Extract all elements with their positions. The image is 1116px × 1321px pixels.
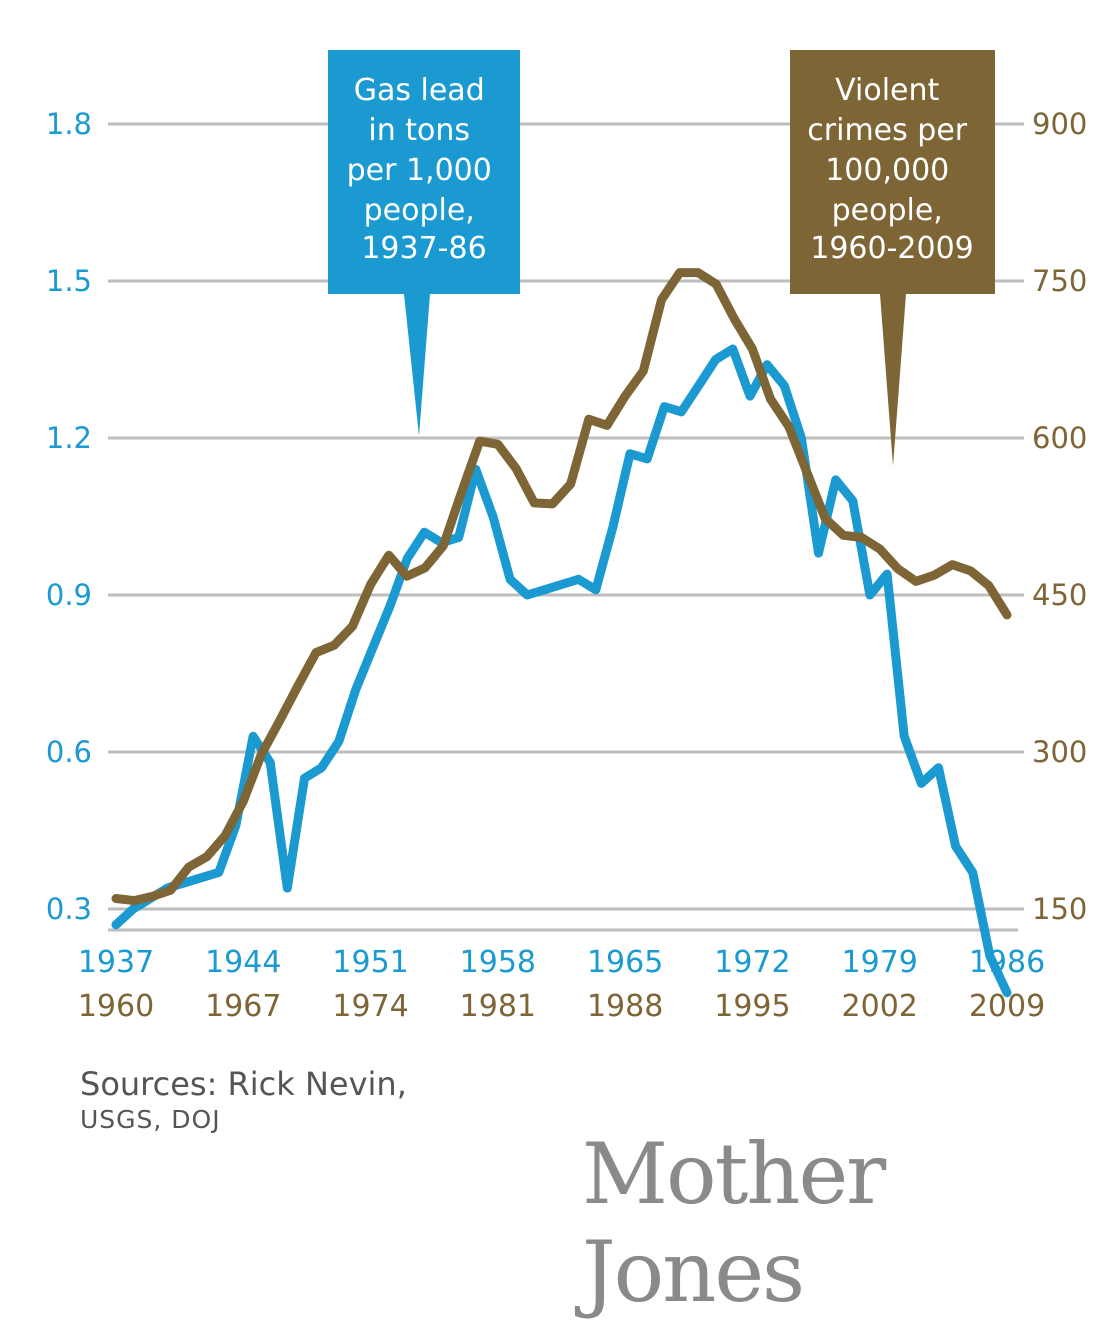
chart: 1.8 1.5 1.2 0.9 0.6 0.3 900 750 600 450 300 150 19… bbox=[0, 0, 1116, 1050]
lead-label-line: 1937-86 bbox=[361, 231, 486, 266]
lead-callout: Gas lead in tons per 1,000 people, 1937-… bbox=[328, 50, 520, 436]
crime-label-line: Violent bbox=[835, 73, 939, 108]
left-axis: 1.8 1.5 1.2 0.9 0.6 0.3 bbox=[46, 107, 92, 926]
right-axis: 900 750 600 450 300 150 bbox=[1012, 107, 1087, 926]
crime-label-line: crimes per bbox=[807, 113, 968, 148]
x-tick-label-crime: 1967 bbox=[205, 989, 281, 1024]
crime-label-line: 100,000 bbox=[825, 153, 949, 188]
lead-label-line: per 1,000 bbox=[347, 153, 492, 188]
sources-line-2: USGS, DOJ bbox=[80, 1104, 407, 1135]
lead-label-line: Gas lead bbox=[354, 73, 485, 108]
sources-note: Sources: Rick Nevin, USGS, DOJ bbox=[80, 1064, 407, 1135]
left-tick-label: 1.8 bbox=[46, 107, 92, 141]
x-tick-label-crime: 2002 bbox=[842, 989, 918, 1024]
mother-jones-logo: Mother Jones bbox=[582, 1125, 1116, 1321]
x-tick-label-crime: 1960 bbox=[78, 989, 154, 1024]
lead-label-line: in tons bbox=[368, 113, 470, 148]
right-tick-label: 900 bbox=[1032, 107, 1087, 141]
x-tick-label-crime: 1974 bbox=[332, 989, 408, 1024]
lead-callout-pointer bbox=[404, 294, 430, 436]
x-tick-label-lead: 1965 bbox=[587, 945, 663, 980]
x-tick-label-crime: 1981 bbox=[460, 989, 536, 1024]
crime-callout: Violent crimes per 100,000 people, 1960-… bbox=[790, 50, 995, 466]
svg-text:Gas lead in tons p: Gas lead in tons per 1,000 people, 1937-… bbox=[347, 73, 502, 266]
lead-label-line: people, bbox=[364, 193, 475, 228]
right-tick-label: 750 bbox=[1032, 264, 1087, 298]
lead-points bbox=[116, 349, 1007, 993]
x-tick-label-lead: 1958 bbox=[460, 945, 536, 980]
lead-series-line bbox=[116, 349, 1007, 993]
x-tick-label-lead: 1986 bbox=[969, 945, 1045, 980]
x-tick-label-crime: 1988 bbox=[587, 989, 663, 1024]
left-tick-label: 0.3 bbox=[46, 892, 92, 926]
right-tick-label: 150 bbox=[1032, 892, 1087, 926]
crime-label-line: people, bbox=[832, 193, 943, 228]
x-tick-label-crime: 1995 bbox=[714, 989, 790, 1024]
sources-line-1: Sources: Rick Nevin, bbox=[80, 1064, 407, 1104]
x-tick-label-lead: 1937 bbox=[78, 945, 154, 980]
crime-label-line: 1960-2009 bbox=[810, 231, 974, 266]
right-tick-label: 300 bbox=[1032, 735, 1087, 769]
x-tick-label-lead: 1951 bbox=[332, 945, 408, 980]
right-tick-label: 600 bbox=[1032, 421, 1087, 455]
x-tick-label-lead: 1979 bbox=[842, 945, 918, 980]
x-tick-label-lead: 1972 bbox=[714, 945, 790, 980]
left-tick-label: 1.2 bbox=[46, 421, 92, 455]
x-axis: 1937 1960 1944 1967 1951 1974 1958 1981 1965 1988… bbox=[78, 945, 1045, 1024]
x-tick-label-lead: 1944 bbox=[205, 945, 281, 980]
left-tick-label: 1.5 bbox=[46, 264, 92, 298]
crime-callout-pointer bbox=[880, 294, 906, 466]
left-tick-label: 0.6 bbox=[46, 735, 92, 769]
right-tick-label: 450 bbox=[1032, 578, 1087, 612]
left-tick-label: 0.9 bbox=[46, 578, 92, 612]
